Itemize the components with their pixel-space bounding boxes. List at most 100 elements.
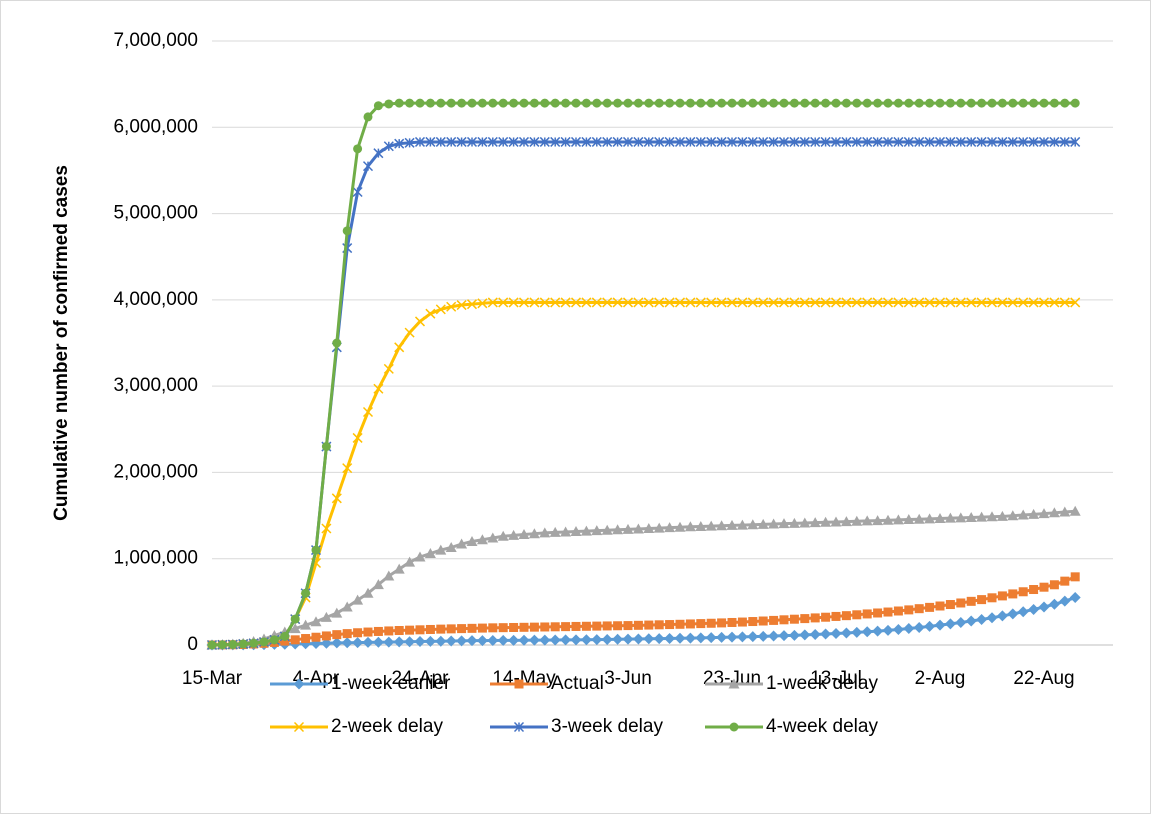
- marker: [498, 136, 509, 147]
- marker: [487, 532, 499, 543]
- marker: [685, 619, 695, 629]
- marker: [997, 98, 1007, 108]
- marker: [549, 634, 561, 646]
- marker: [924, 620, 936, 632]
- marker: [466, 635, 478, 647]
- marker: [841, 611, 851, 621]
- marker: [393, 636, 405, 648]
- marker: [768, 518, 780, 529]
- marker: [550, 98, 560, 108]
- marker: [601, 633, 613, 645]
- marker: [1018, 587, 1028, 597]
- marker: [913, 513, 925, 524]
- marker: [788, 629, 800, 641]
- marker: [217, 640, 227, 650]
- marker: [944, 618, 956, 630]
- marker: [747, 519, 759, 530]
- marker: [424, 635, 436, 647]
- marker: [488, 623, 498, 633]
- marker: [424, 548, 436, 559]
- marker: [362, 406, 374, 418]
- marker: [581, 136, 592, 147]
- marker: [404, 636, 416, 648]
- marker: [695, 520, 707, 531]
- marker: [852, 610, 862, 620]
- marker: [882, 514, 894, 525]
- marker: [487, 136, 498, 147]
- marker: [820, 628, 832, 640]
- y-tick-label: 6,000,000: [113, 116, 198, 137]
- marker: [477, 98, 487, 108]
- marker: [643, 297, 654, 308]
- marker: [809, 628, 821, 640]
- marker: [320, 611, 332, 622]
- marker: [362, 587, 374, 598]
- marker: [965, 511, 977, 522]
- marker: [820, 297, 831, 308]
- x-tick-label: 13-Jul: [810, 668, 862, 689]
- marker: [934, 513, 946, 524]
- marker: [414, 551, 426, 562]
- marker: [705, 632, 717, 644]
- marker: [353, 144, 363, 154]
- marker: [560, 136, 571, 147]
- marker: [934, 136, 946, 147]
- marker: [914, 136, 925, 147]
- marker: [405, 98, 415, 108]
- marker: [800, 98, 810, 108]
- marker: [1039, 582, 1049, 592]
- marker: [768, 136, 779, 147]
- marker: [945, 98, 955, 108]
- marker: [684, 632, 696, 644]
- marker: [446, 98, 456, 108]
- marker: [758, 616, 768, 626]
- marker: [457, 624, 467, 634]
- marker: [622, 523, 634, 534]
- marker: [446, 136, 457, 147]
- marker: [654, 620, 664, 630]
- marker: [758, 98, 768, 108]
- marker: [602, 136, 613, 147]
- marker: [737, 136, 748, 147]
- marker: [841, 98, 851, 108]
- marker: [892, 514, 904, 525]
- marker: [404, 327, 415, 338]
- marker: [592, 621, 602, 631]
- marker: [1029, 585, 1039, 595]
- marker: [394, 626, 404, 636]
- marker: [685, 98, 695, 108]
- marker: [821, 612, 831, 622]
- marker: [228, 639, 238, 649]
- marker: [581, 621, 591, 631]
- marker: [695, 297, 706, 308]
- marker: [821, 98, 831, 108]
- marker: [737, 98, 747, 108]
- marker: [509, 622, 519, 632]
- marker: [571, 621, 581, 631]
- marker: [924, 297, 935, 308]
- marker: [1017, 606, 1029, 618]
- marker: [633, 297, 644, 308]
- marker: [956, 98, 966, 108]
- marker: [872, 625, 884, 637]
- marker: [259, 637, 269, 647]
- marker: [840, 516, 852, 527]
- legend-label: 3-week delay: [551, 716, 663, 737]
- marker: [457, 98, 467, 108]
- x-tick-label: 15-Mar: [182, 668, 243, 689]
- marker: [289, 623, 301, 634]
- marker: [540, 622, 550, 632]
- marker: [727, 617, 737, 627]
- marker: [425, 98, 435, 108]
- marker: [1038, 136, 1050, 147]
- marker: [1028, 603, 1040, 615]
- marker: [591, 525, 603, 536]
- marker: [882, 624, 894, 636]
- marker: [342, 629, 352, 639]
- marker: [269, 635, 279, 645]
- marker: [966, 297, 977, 308]
- y-tick-label: 7,000,000: [113, 30, 198, 51]
- marker: [903, 623, 915, 635]
- marker: [560, 526, 572, 537]
